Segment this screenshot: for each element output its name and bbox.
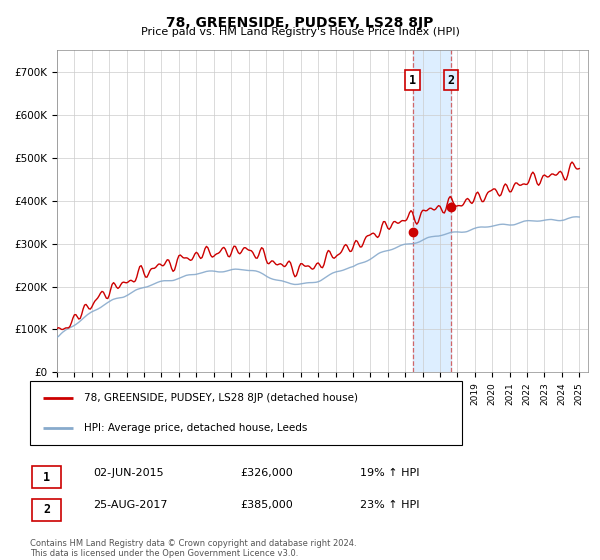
Text: 78, GREENSIDE, PUDSEY, LS28 8JP (detached house): 78, GREENSIDE, PUDSEY, LS28 8JP (detache… xyxy=(84,393,358,403)
Text: 1: 1 xyxy=(43,470,50,484)
Text: 25-AUG-2017: 25-AUG-2017 xyxy=(93,500,167,510)
Text: 2: 2 xyxy=(43,503,50,516)
Text: £385,000: £385,000 xyxy=(240,500,293,510)
Text: 2: 2 xyxy=(448,74,455,87)
Text: HPI: Average price, detached house, Leeds: HPI: Average price, detached house, Leed… xyxy=(84,423,307,433)
Text: Price paid vs. HM Land Registry's House Price Index (HPI): Price paid vs. HM Land Registry's House … xyxy=(140,27,460,37)
Text: 1: 1 xyxy=(409,74,416,87)
Text: £326,000: £326,000 xyxy=(240,468,293,478)
Text: 19% ↑ HPI: 19% ↑ HPI xyxy=(360,468,419,478)
Text: Contains HM Land Registry data © Crown copyright and database right 2024.
This d: Contains HM Land Registry data © Crown c… xyxy=(30,539,356,558)
Text: 78, GREENSIDE, PUDSEY, LS28 8JP: 78, GREENSIDE, PUDSEY, LS28 8JP xyxy=(166,16,434,30)
Text: 23% ↑ HPI: 23% ↑ HPI xyxy=(360,500,419,510)
Text: 02-JUN-2015: 02-JUN-2015 xyxy=(93,468,164,478)
Bar xyxy=(413,50,451,372)
